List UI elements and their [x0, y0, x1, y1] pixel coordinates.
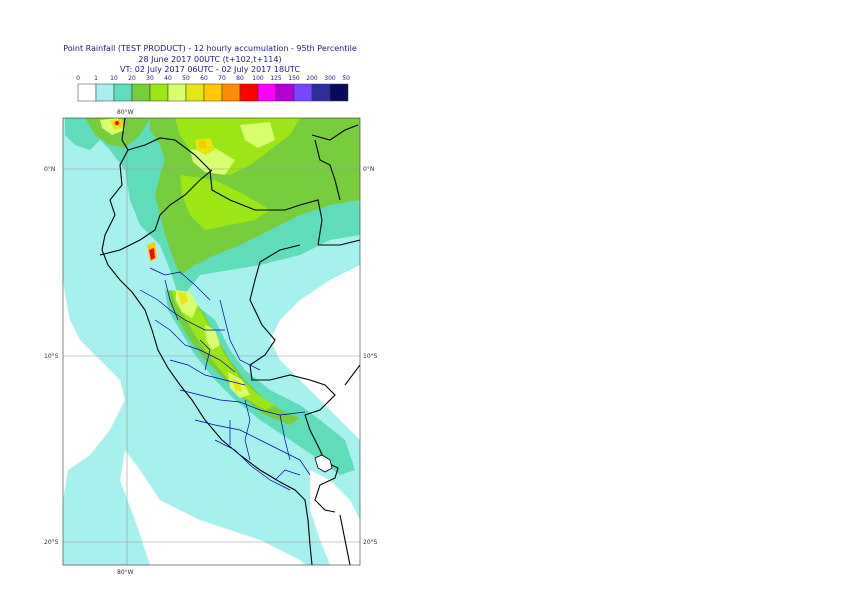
dry-ocean [63, 280, 125, 565]
peru-brazil-border [249, 244, 336, 451]
lon-label-bottom: 80°W [117, 569, 134, 576]
lat-label-right-10s: 10°S [363, 353, 378, 360]
dry-ocean-2 [120, 450, 305, 565]
lime-andes [172, 290, 275, 410]
legend-threshold-label: 125 [270, 75, 282, 82]
ecuador-colombia-border [127, 137, 323, 246]
color-legend: 0 1 10 20 30 40 50 60 70 80 100 125 150 200 300 500 [76, 75, 350, 102]
colombia-east [314, 139, 341, 201]
dry-interior [270, 265, 360, 440]
lime-north-2 [180, 175, 270, 230]
map-title: Point Rainfall (TEST PRODUCT) - 12 hourl… [63, 44, 357, 53]
legend-threshold-label: 100 [252, 75, 264, 82]
brazil-bolivia [318, 239, 360, 246]
lat-label-left-10s: 10°S [44, 353, 59, 360]
legend-threshold-label: 70 [218, 75, 226, 82]
lat-label-right-20s: 20°S [363, 539, 378, 546]
legend-threshold-label: 20 [128, 75, 136, 82]
venezuela-border [311, 124, 359, 141]
legend-threshold-label: 30 [146, 75, 154, 82]
green-nw [85, 118, 150, 148]
map-frame [62, 117, 361, 566]
peru-north-border [99, 169, 213, 256]
legend-threshold-label: 1 [94, 75, 98, 82]
legend-threshold-label: 80 [236, 75, 244, 82]
brazil-east [344, 364, 360, 386]
legend-threshold-label: 200 [306, 75, 318, 82]
legend-swatch [329, 83, 349, 102]
run-date: 28 June 2017 00UTC (t+102,t+114) [138, 55, 282, 64]
dry-south [310, 470, 360, 565]
lat-label-left-20s: 20°S [44, 539, 59, 546]
lat-label-left-0: 0°N [44, 166, 55, 173]
legend-threshold-label: 10 [110, 75, 118, 82]
legend-threshold-label: 60 [200, 75, 208, 82]
chile-border [339, 514, 351, 565]
national-borders [99, 118, 360, 565]
lake-titicaca [314, 454, 333, 473]
valid-time: VT: 02 July 2017 06UTC - 02 July 2017 18… [120, 65, 300, 74]
legend-threshold-label: 300 [324, 75, 336, 82]
lat-label-right-0: 0°N [363, 166, 374, 173]
legend-threshold-label: 500 [342, 75, 350, 82]
legend-threshold-label: 150 [288, 75, 300, 82]
coastline [101, 118, 313, 565]
red-spots [115, 121, 155, 260]
legend-threshold-label: 0 [76, 75, 80, 82]
legend-threshold-label: 40 [164, 75, 172, 82]
lon-label-top: 80°W [117, 109, 134, 116]
legend-threshold-label: 50 [182, 75, 190, 82]
regional-boundaries [139, 267, 311, 491]
